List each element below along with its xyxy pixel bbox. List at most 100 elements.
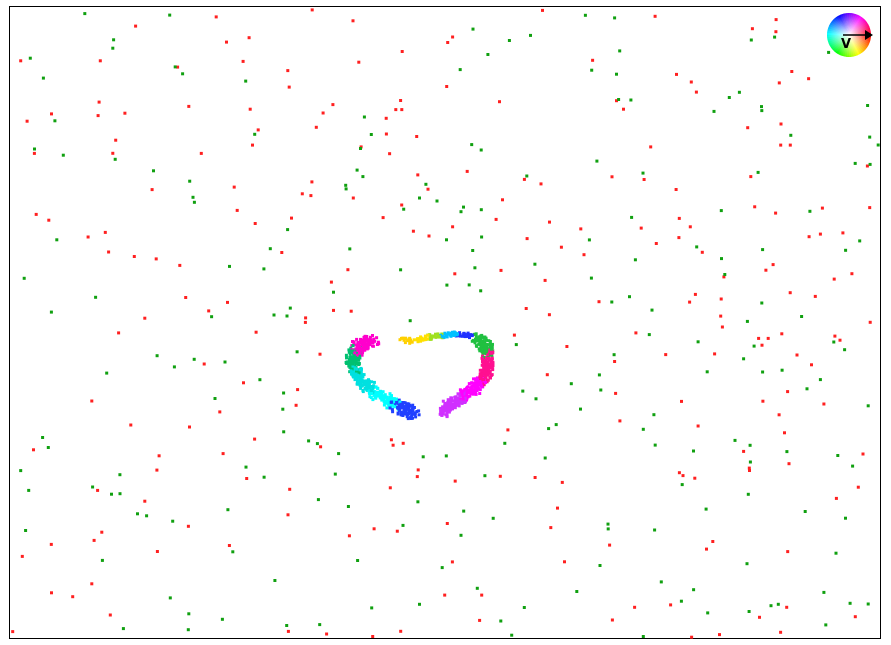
heart-particle (474, 392, 478, 396)
heart-particle (445, 403, 449, 407)
heart-particle (445, 411, 449, 415)
heart-particle (403, 341, 407, 345)
heart-particle (458, 331, 462, 335)
heart-particle (482, 378, 485, 381)
heart-particle (473, 332, 477, 336)
green-particle (827, 50, 831, 54)
red-particle (416, 173, 420, 177)
green-particle (362, 115, 366, 119)
green-particle (629, 98, 633, 102)
canvas-frame (9, 6, 881, 639)
red-particle (783, 431, 786, 435)
green-particle (295, 350, 299, 354)
heart-particle (355, 382, 359, 386)
green-particle (33, 147, 36, 151)
green-particle (866, 404, 870, 408)
red-particle (371, 635, 375, 638)
red-particle (143, 316, 147, 320)
heart-particle (479, 342, 482, 346)
heart-particle (367, 342, 370, 346)
red-particle (639, 226, 643, 230)
red-particle (207, 309, 211, 313)
red-particle (303, 320, 307, 324)
red-particle (226, 300, 229, 304)
red-particle (559, 245, 563, 249)
heart-particle (376, 386, 380, 390)
heart-particle (373, 395, 377, 399)
red-particle (807, 235, 811, 239)
heart-particle (487, 356, 491, 360)
heart-particle (426, 337, 430, 341)
red-particle (779, 143, 783, 147)
heart-particle (390, 408, 394, 412)
green-particle (679, 599, 683, 603)
heart-particle (390, 400, 394, 404)
green-particle (641, 427, 645, 431)
green-particle (337, 452, 341, 456)
green-particle (595, 159, 599, 163)
red-particle (384, 116, 388, 120)
red-particle (453, 272, 457, 276)
green-particle (346, 505, 350, 508)
red-particle (807, 77, 811, 81)
red-particle (688, 225, 692, 229)
heart-particle (388, 398, 392, 402)
green-particle (851, 464, 855, 468)
heart-particle (357, 371, 361, 375)
red-particle (304, 316, 308, 320)
red-particle (777, 413, 781, 417)
heart-particle (444, 405, 448, 409)
green-particle (171, 519, 175, 523)
heart-particle (489, 347, 493, 351)
heart-particle (350, 349, 354, 353)
red-particle (155, 550, 159, 553)
green-particle (231, 550, 235, 554)
red-particle (711, 540, 715, 543)
green-particle (780, 368, 784, 372)
heart-particle (479, 341, 483, 345)
red-particle (753, 205, 757, 209)
heart-particle (382, 397, 386, 400)
heart-particle (373, 339, 377, 343)
heart-particle (412, 338, 416, 342)
heart-particle (474, 385, 478, 389)
red-particle (525, 237, 529, 241)
heart-particle (482, 383, 486, 387)
red-particle (498, 474, 502, 478)
heart-particle (396, 401, 400, 405)
heart-particle (486, 371, 490, 375)
green-particle (844, 248, 848, 252)
green-particle (641, 171, 645, 175)
heart-particle (349, 356, 352, 360)
red-particles (11, 8, 872, 639)
heart-particle (382, 403, 386, 407)
green-particle (761, 248, 765, 252)
red-particle (415, 135, 419, 138)
red-particle (688, 300, 692, 304)
red-particle (841, 231, 845, 235)
green-particle (719, 209, 723, 213)
red-particle (677, 471, 681, 475)
green-particle (273, 579, 277, 582)
green-particle (659, 580, 663, 584)
heart-particle (473, 341, 477, 345)
green-particle (723, 273, 727, 276)
red-particle (548, 220, 551, 224)
green-particle (521, 389, 525, 393)
green-particle (745, 562, 749, 566)
red-particle (777, 81, 781, 85)
green-particle (647, 333, 651, 337)
green-particle (803, 510, 807, 513)
red-particle (50, 112, 53, 116)
heart-particle (489, 363, 493, 367)
green-particle (46, 446, 50, 449)
red-particle (664, 353, 668, 357)
green-particle (262, 267, 266, 271)
heart-particle (356, 373, 359, 377)
green-particle (475, 586, 479, 590)
heart-particle (354, 369, 358, 373)
green-particle (479, 148, 483, 152)
heart-particle (458, 393, 462, 397)
red-particle (713, 352, 717, 356)
heart-particle (410, 414, 414, 418)
